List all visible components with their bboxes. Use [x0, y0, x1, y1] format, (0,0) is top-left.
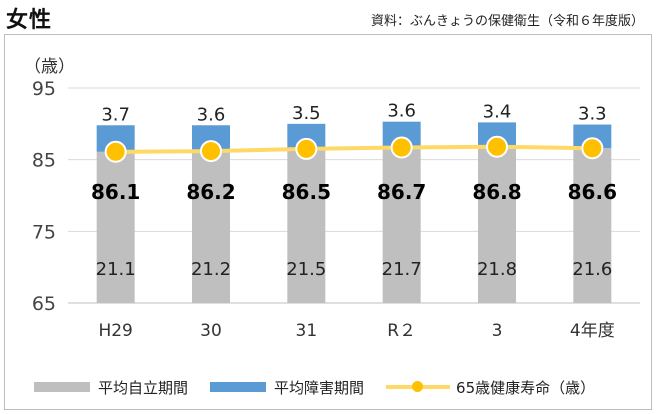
x-tick-label: R２ [387, 321, 416, 341]
data-label-disability: 3.4 [483, 101, 512, 122]
legend-item-independent: 平均自立期間 [34, 377, 188, 398]
data-label-healthy-life: 86.5 [282, 180, 331, 204]
legend-swatch-healthy-life [386, 380, 451, 394]
data-label-healthy-life: 86.6 [568, 180, 617, 204]
point-healthy-life [200, 140, 222, 163]
bar-independent [382, 147, 421, 303]
data-label-independent: 21.8 [477, 259, 517, 280]
chart-frame [4, 34, 652, 410]
data-label-independent: 21.2 [191, 259, 231, 280]
data-label-independent: 21.1 [96, 259, 136, 280]
x-tick-label: 30 [200, 321, 222, 341]
data-label-disability: 3.5 [292, 103, 321, 124]
data-label-disability: 3.7 [101, 104, 130, 125]
legend-swatch-independent [34, 382, 90, 392]
legend-label-disability: 平均障害期間 [274, 378, 365, 397]
point-healthy-life [295, 137, 318, 160]
data-label-healthy-life: 86.2 [186, 180, 235, 204]
point-healthy-life [104, 140, 127, 163]
y-unit-label: （歳） [24, 57, 75, 77]
source-note: 資料：ぶんきょうの保健衛生（令和６年度版） [370, 14, 644, 29]
line-healthy-life [115, 144, 593, 154]
data-label-disability: 3.6 [197, 104, 226, 125]
y-tick-label: 75 [32, 221, 56, 243]
bar-independent [96, 151, 135, 303]
data-label-independent: 21.6 [572, 259, 612, 280]
data-label-disability: 3.3 [578, 104, 607, 125]
y-tick-label: 65 [32, 293, 56, 315]
bar-independent [478, 146, 516, 303]
data-label-independent: 21.5 [286, 259, 326, 280]
page-title: 女性 [6, 8, 53, 33]
x-tick-label: H29 [98, 321, 132, 341]
data-label-independent: 21.7 [382, 259, 422, 280]
legend: 平均自立期間 平均障害期間 65歳健康寿命（歳） [34, 376, 644, 398]
legend-item-disability: 平均障害期間 [210, 377, 364, 398]
legend-item-healthy-life: 65歳健康寿命（歳） [386, 377, 595, 398]
legend-label-healthy-life: 65歳健康寿命（歳） [456, 378, 596, 397]
data-label-healthy-life: 86.7 [377, 180, 426, 204]
data-label-disability: 3.6 [387, 101, 416, 122]
bar-independent [192, 151, 230, 303]
y-tick-label: 85 [32, 150, 56, 172]
point-healthy-life [486, 135, 508, 158]
point-healthy-life [390, 136, 413, 159]
bar-disability [573, 124, 612, 149]
bar-independent [573, 148, 612, 303]
point-healthy-life [581, 137, 604, 160]
x-tick-label: 4年度 [570, 321, 615, 341]
bar-independent [287, 148, 326, 303]
legend-swatch-disability [210, 382, 267, 392]
data-label-healthy-life: 86.1 [91, 180, 140, 204]
y-tick-label: 95 [32, 78, 56, 100]
x-tick-label: 3 [492, 321, 503, 341]
legend-label-independent: 平均自立期間 [98, 378, 189, 397]
x-tick-label: 31 [296, 321, 318, 341]
data-label-healthy-life: 86.8 [472, 180, 521, 204]
